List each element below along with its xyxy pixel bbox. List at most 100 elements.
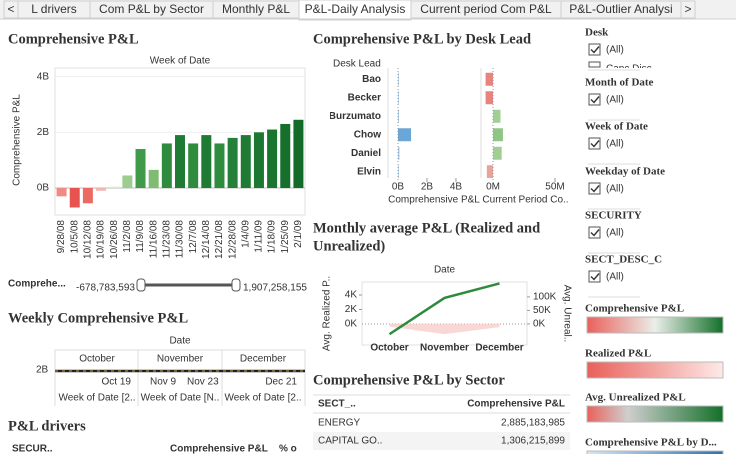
slider-handle[interactable] [231,278,241,292]
tab-label[interactable]: L drivers [31,2,77,16]
slider-max: 1,907,258,155 [243,283,307,294]
category-label: Daniel [351,148,381,159]
section-title: Weekly Comprehensive P&L [8,310,188,326]
filter-option[interactable]: Capc Disc [606,64,652,75]
column-header: % o [279,444,297,454]
x-tick-label: 4B [450,182,463,193]
bar [240,135,251,188]
x-tick-label: 10/19/08 [96,220,107,259]
timeline-grid [54,349,306,406]
legend-title: Realized P&L [585,348,651,360]
section-title: P&L drivers [8,418,86,434]
filter-option[interactable]: (All) [606,45,624,56]
x-tick-label: 10/26/08 [109,220,120,259]
bar [397,165,399,178]
x-tick-label: 12/14/08 [201,220,212,259]
filter-option[interactable]: (All) [606,228,624,239]
plot-clip: Bao Becker Burzumato Chow Daniel Elvin [329,72,503,178]
row-band [313,432,570,450]
x-tick-label: 11/2/08 [122,220,133,253]
bar [485,91,494,105]
checkbox[interactable] [588,137,601,150]
column-header: Comprehensive P&L [170,444,268,454]
checkbox[interactable] [588,93,601,106]
tab-label[interactable]: Monthly P&L [222,2,290,16]
x-tick-label: 11/30/08 [175,220,186,259]
column-header: Comprehensive P&L [467,399,565,410]
bar [135,149,146,188]
checkbox[interactable] [588,182,601,195]
category-label: Bao [362,74,381,85]
y2-axis-label: Avg. Unreal.. [561,285,572,343]
filter-option[interactable]: (All) [606,95,624,106]
x-tick-label: 12/7/08 [188,220,199,254]
chart-header: Week of Date [150,56,211,67]
category-label: Becker [348,92,381,103]
table-cell: CAPITAL GO.. [318,436,382,447]
chart-header: Date [434,265,456,276]
legend-title: Comprehensive P&L [585,303,684,315]
x-tick-label: 2B [421,182,434,193]
chart-title: Comprehensive P&L [8,31,139,47]
check [590,140,600,148]
x-tick-label: December [475,343,523,354]
tab-label[interactable]: P&L-Outlier Analysi [569,2,672,16]
category-label: Burzumato [329,111,381,122]
checkbox[interactable] [588,43,601,56]
bar [267,129,278,188]
x-tick-label: 1/4/09 [240,220,251,248]
clip: Capc Disc [606,64,652,75]
y-tick-label: 0B [37,183,50,194]
y-tick-label: 4B [37,71,50,82]
y-tick-label: 0K [345,319,358,330]
x-tick-label: 50M [545,182,564,193]
bar [201,135,212,188]
color-ramp [586,450,724,454]
checkbox[interactable] [588,61,601,68]
x-tick-label: 10/5/08 [69,220,80,254]
y2-tick-label: 0K [533,319,546,330]
bar [161,143,172,188]
date-label: Dec 21 [265,377,297,388]
category-label: Chow [354,129,381,140]
tab-label[interactable]: Current period Com P&L [420,2,552,16]
table-cell: 1,306,215,899 [501,436,565,447]
y-tick-label: 2K [345,304,358,315]
slider-handle[interactable] [136,278,146,292]
y-axis-label: Comprehensive P&L [12,94,23,186]
checkbox[interactable] [588,270,601,283]
x-tick-label: 10/12/08 [83,220,94,259]
x-tick-label: 11/9/08 [135,220,146,253]
footer-label: Week of Date [2.. [224,393,301,404]
y2-tick-label: 50K [533,305,551,316]
bar [397,91,399,105]
legend-title: Comprehensive P&L by D... [585,437,717,449]
footer-label: Week of Date [2.. [58,393,135,404]
tab-label[interactable]: Com P&L by Sector [99,2,204,16]
bar [253,132,264,188]
bar [214,143,225,188]
filter-option[interactable]: (All) [606,272,624,283]
checkbox[interactable] [588,226,601,239]
plot-area [54,67,306,216]
tab-label[interactable]: < [7,2,14,16]
filter-option[interactable]: (All) [606,184,624,195]
filter-option[interactable]: (All) [606,139,624,150]
tab-label[interactable]: P&L-Daily Analysis [305,2,406,16]
x-tick-label: 12/28/08 [227,220,238,259]
tab-label[interactable]: > [684,2,691,16]
column-header: SECUR.. [12,444,53,454]
bar [227,137,238,188]
x-tick-label: 0M [486,182,500,193]
plot-area [361,281,528,346]
bar [56,187,67,197]
check [590,273,600,281]
date-label: Nov 23 [187,377,219,388]
tab[interactable] [680,0,696,19]
bar [109,186,120,188]
bar [69,187,80,208]
bar [485,72,494,86]
color-ramp [586,361,724,379]
x-tick-label: 0B [392,182,405,193]
